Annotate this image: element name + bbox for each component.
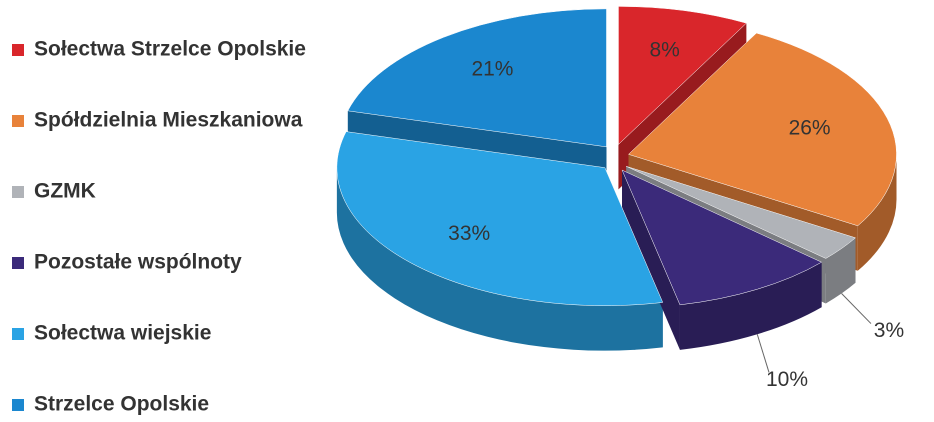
legend-swatch xyxy=(12,257,24,269)
slice-wall xyxy=(622,170,680,350)
slice xyxy=(336,131,664,306)
legend-label: Sołectwa wiejskie xyxy=(34,322,211,345)
legend-swatch xyxy=(12,399,24,411)
data-label: 33% xyxy=(448,222,490,245)
legend-label: Sołectwa Strzelce Opolskie xyxy=(34,38,306,61)
legend-label: Strzelce Opolskie xyxy=(34,393,209,416)
legend-swatch xyxy=(12,328,24,340)
slice xyxy=(618,6,747,146)
slice-side xyxy=(857,154,897,271)
slice xyxy=(621,169,823,306)
data-label: 10% xyxy=(766,368,808,391)
leader-line xyxy=(841,293,872,324)
slice-side xyxy=(336,167,663,351)
slice-side xyxy=(679,262,822,350)
legend-swatch xyxy=(12,44,24,56)
slice xyxy=(628,32,897,227)
slice-tops xyxy=(336,6,897,306)
legend-swatch xyxy=(12,115,24,127)
leader-line xyxy=(756,334,770,373)
data-label: 21% xyxy=(471,58,513,81)
legend-swatch xyxy=(12,186,24,198)
legend-label: Pozostałe wspólnoty xyxy=(34,251,242,274)
data-label: 8% xyxy=(649,38,679,61)
slice xyxy=(626,166,857,259)
slice xyxy=(347,8,607,148)
legend-label: GZMK xyxy=(34,180,96,203)
data-label: 26% xyxy=(789,117,831,140)
data-label: 3% xyxy=(874,319,904,342)
legend-label: Spółdzielnia Mieszkaniowa xyxy=(34,109,303,132)
